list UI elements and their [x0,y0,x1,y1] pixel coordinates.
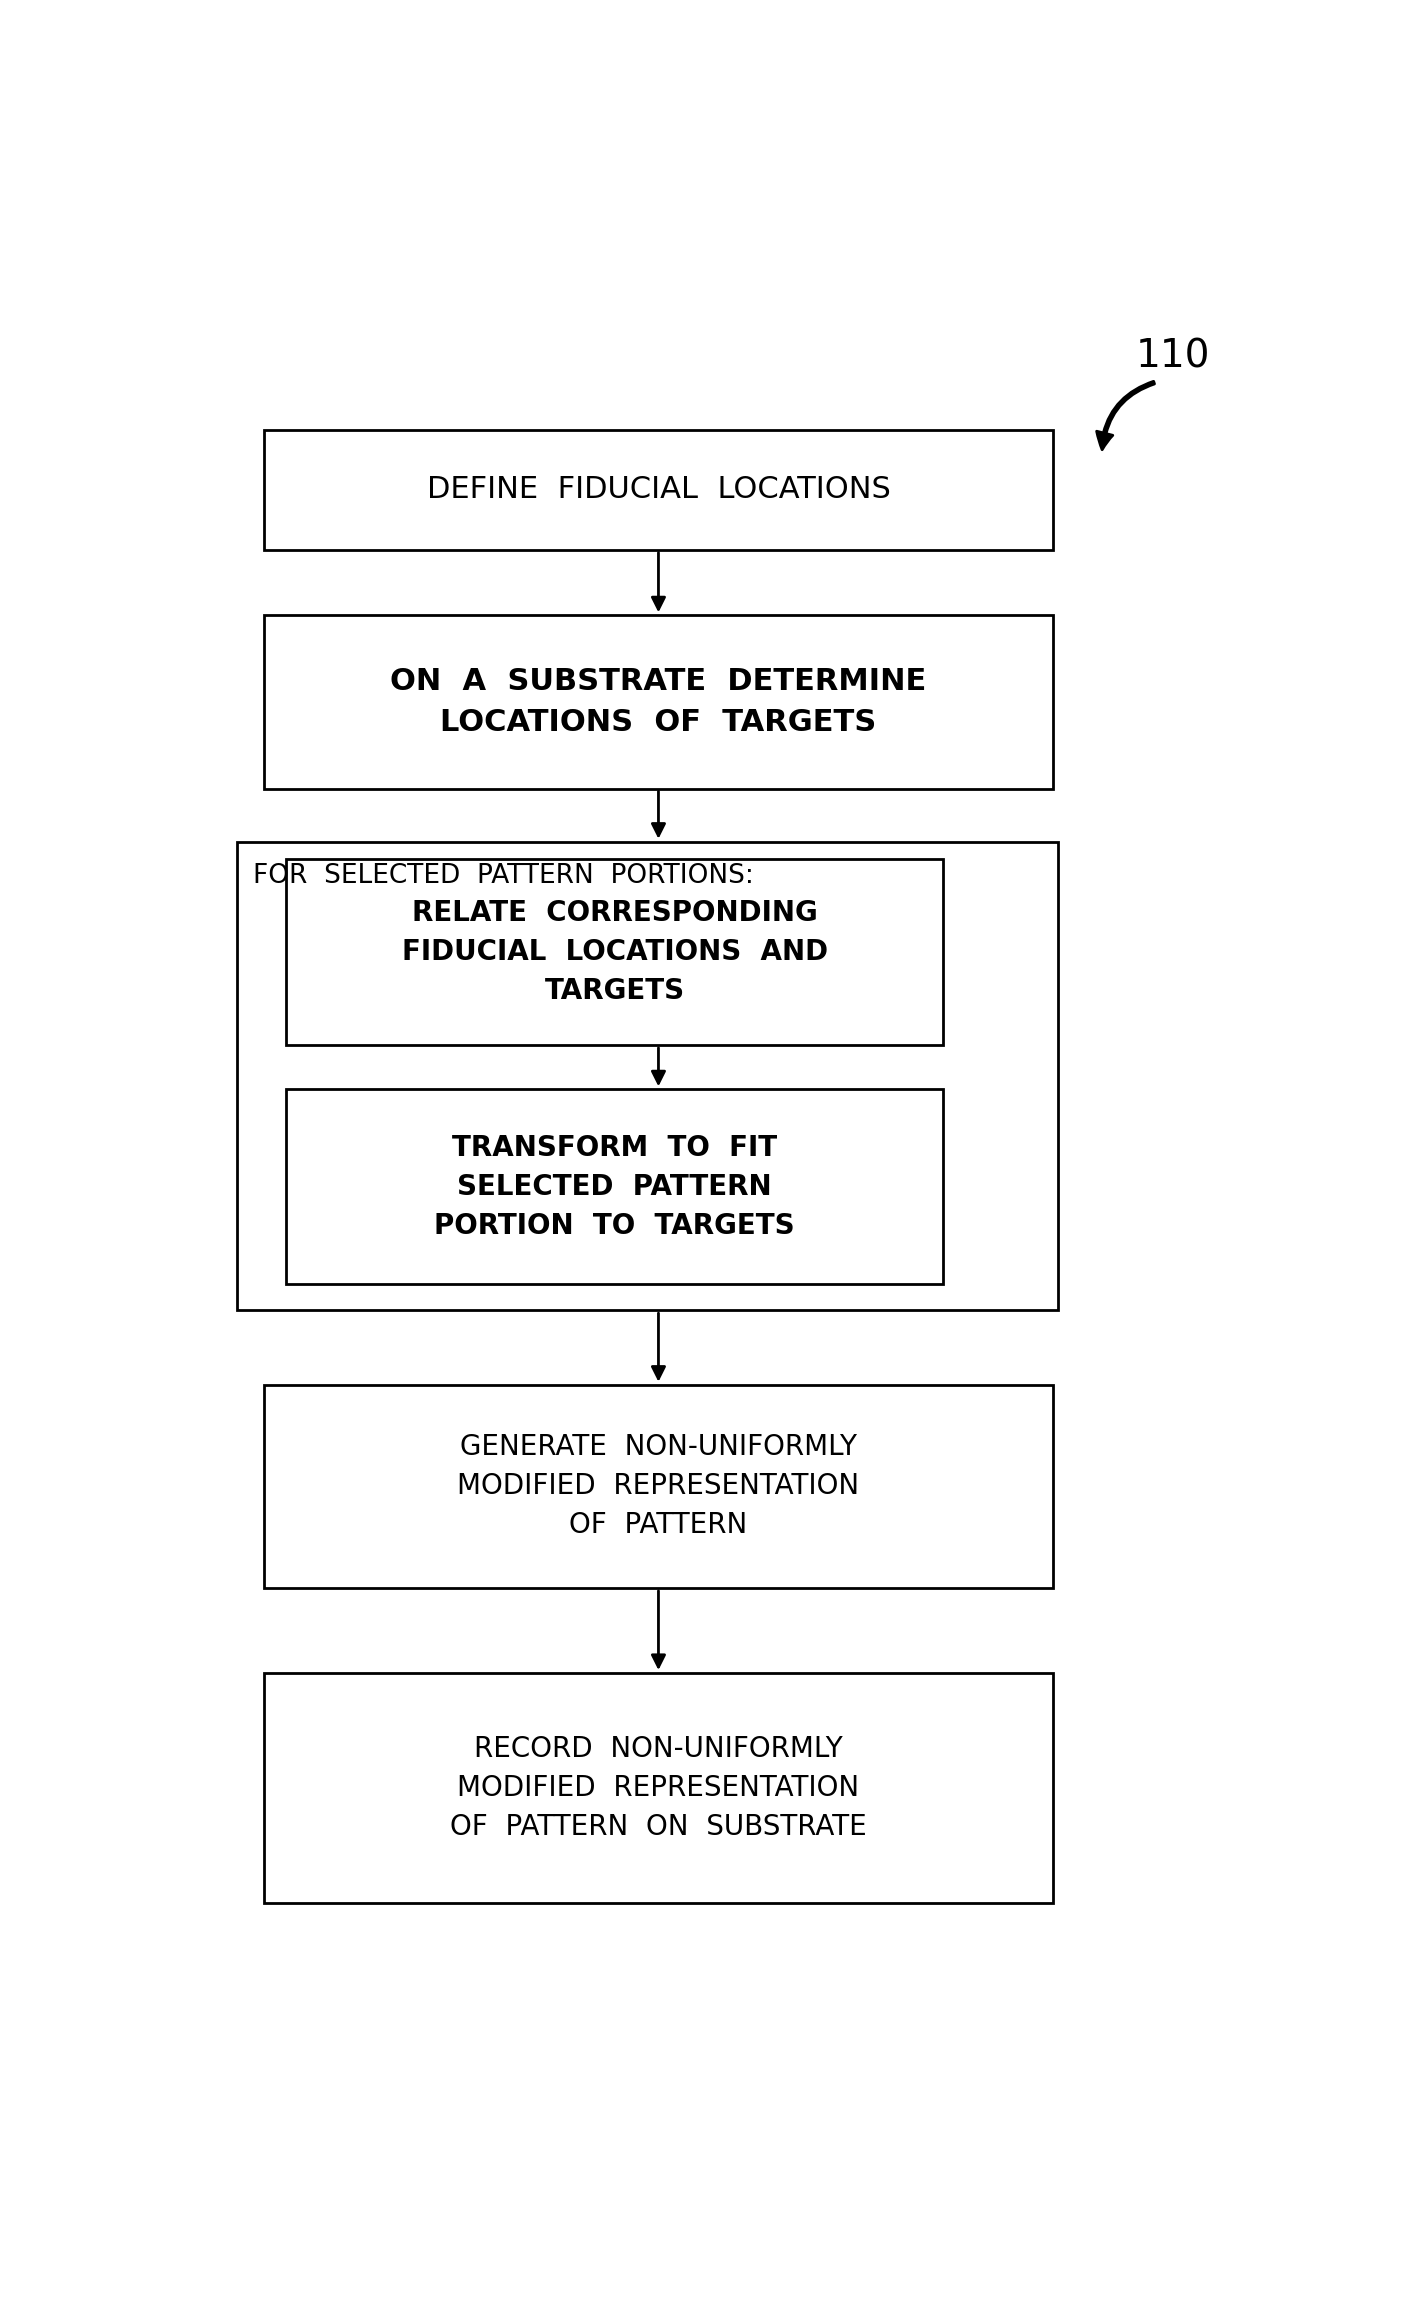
Text: DEFINE  FIDUCIAL  LOCATIONS: DEFINE FIDUCIAL LOCATIONS [427,475,890,503]
Bar [264,1385,1053,1587]
FancyArrowPatch shape [1096,381,1154,450]
Text: ON  A  SUBSTRATE  DETERMINE
LOCATIONS  OF  TARGETS: ON A SUBSTRATE DETERMINE LOCATIONS OF TA… [390,666,927,737]
Text: RELATE  CORRESPONDING
FIDUCIAL  LOCATIONS  AND
TARGETS: RELATE CORRESPONDING FIDUCIAL LOCATIONS … [401,898,828,1006]
Text: FOR  SELECTED  PATTERN  PORTIONS:: FOR SELECTED PATTERN PORTIONS: [253,864,755,889]
Text: TRANSFORM  TO  FIT
SELECTED  PATTERN
PORTION  TO  TARGETS: TRANSFORM TO FIT SELECTED PATTERN PORTIO… [434,1132,796,1240]
Text: RECORD  NON-UNIFORMLY
MODIFIED  REPRESENTATION
OF  PATTERN  ON  SUBSTRATE: RECORD NON-UNIFORMLY MODIFIED REPRESENTA… [451,1734,866,1840]
Bar [264,430,1053,549]
Bar [285,859,944,1045]
Bar [285,1089,944,1284]
Text: GENERATE  NON-UNIFORMLY
MODIFIED  REPRESENTATION
OF  PATTERN: GENERATE NON-UNIFORMLY MODIFIED REPRESEN… [458,1433,859,1539]
Bar [264,1672,1053,1902]
Bar [264,616,1053,788]
Bar [237,841,1058,1309]
Text: 110: 110 [1136,338,1211,377]
